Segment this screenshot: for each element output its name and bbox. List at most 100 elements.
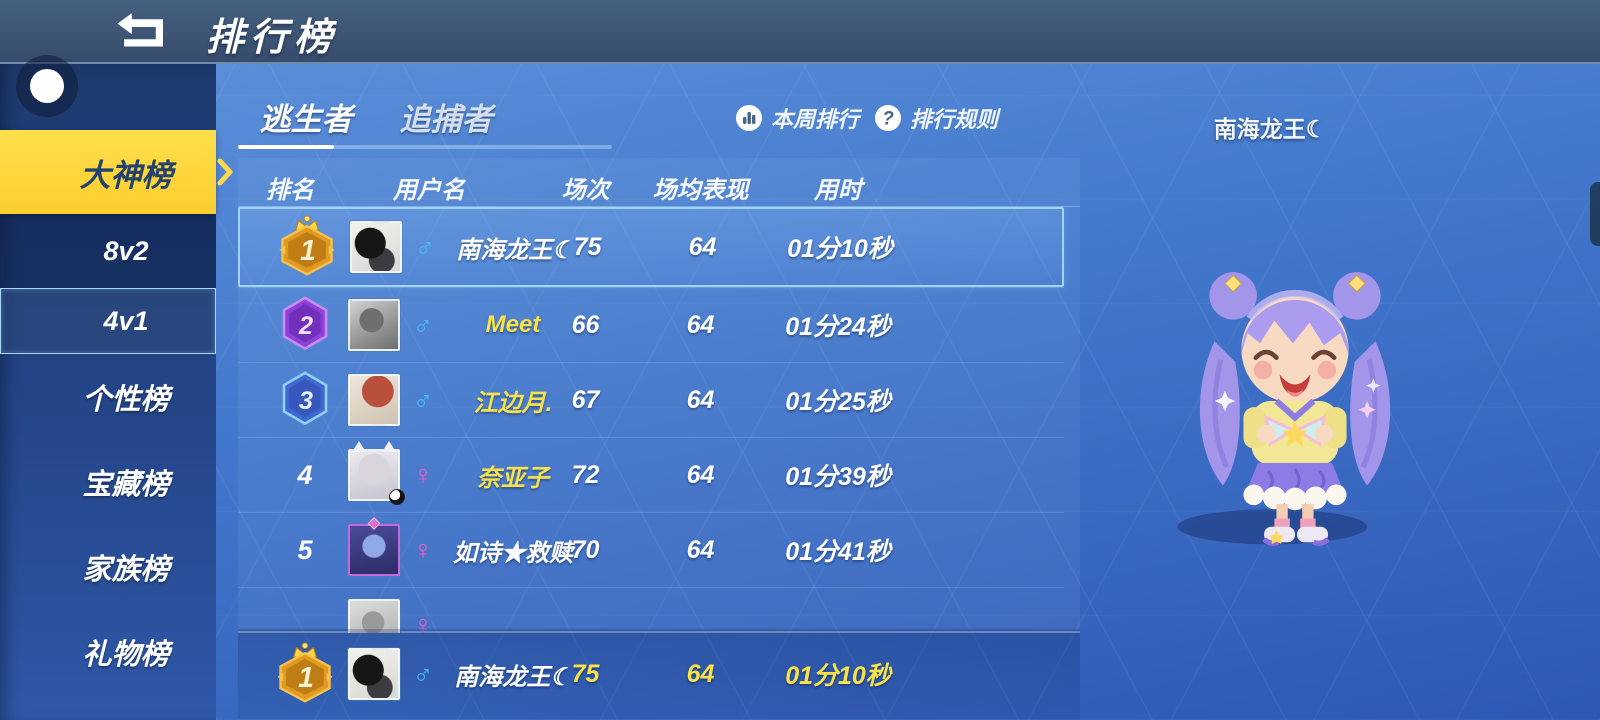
leaderboard-row[interactable]: 5 ♀ 如诗★救赎 70 64 01分41秒 [238, 512, 1064, 587]
weekly-ranking-label: 本周排行 [771, 107, 860, 132]
column-header-rank: 排名 [266, 177, 314, 204]
sidebar-item-label: 宝藏榜 [82, 468, 170, 501]
tab-active-underline [238, 145, 334, 149]
column-header-avg: 场均表现 [652, 177, 749, 204]
sidebar-item-label: 8v2 [103, 235, 149, 266]
svg-text:1: 1 [300, 234, 316, 266]
player-name: 南海龙王☾ [454, 663, 572, 691]
sidebar-item-baozang[interactable]: 宝藏榜 [0, 439, 216, 524]
sidebar-item-label: 家族榜 [82, 553, 170, 586]
player-name: 江边月. [473, 389, 553, 417]
leaderboard-row[interactable]: ♀ [238, 587, 1064, 633]
matches-value [548, 588, 623, 633]
column-header-matches: 场次 [561, 177, 610, 204]
avg-performance-value: 64 [686, 385, 715, 414]
avg-performance-value: 64 [686, 460, 715, 489]
tab-hunter[interactable]: 追捕者 [399, 102, 493, 137]
player-name: Meet [485, 311, 541, 338]
sidebar-item-gexing[interactable]: 个性榜 [0, 354, 216, 439]
sidebar-item-label: 4v1 [103, 305, 149, 336]
sidebar-item-label: 礼物榜 [82, 638, 170, 671]
content-area: 逃生者 追捕者 本周排行 ? 排行规则 [216, 64, 1600, 720]
weekly-ranking-button[interactable]: 本周排行 [735, 102, 859, 134]
pinned-player-row-content[interactable]: 1 ♂ 南海龙王☾ 75 64 01分10秒 [238, 629, 1080, 719]
sidebar-item-4v1[interactable]: 4v1 [0, 288, 216, 354]
leaderboard-panel: 排名 用户名 场次 场均表现 用时 1 ♂ 南海龙王☾ 75 64 01分10秒 2 ♂… [238, 158, 1080, 633]
page-title: 排行榜 [206, 17, 339, 59]
player-avatar[interactable] [348, 299, 400, 351]
leaderboard-row[interactable]: 2 ♂ Meet 66 64 01分24秒 [238, 287, 1064, 362]
column-header-time: 用时 [814, 177, 862, 204]
female-gender-icon: ♀ [412, 534, 434, 565]
male-gender-icon: ♂ [414, 231, 436, 262]
rank-cell: 1 [238, 629, 372, 719]
time-value: 01分10秒 [787, 235, 893, 263]
matches-value: 66 [571, 310, 600, 339]
female-gender-icon: ♀ [412, 459, 434, 490]
leaderboard-row[interactable]: 1 ♂ 南海龙王☾ 75 64 01分10秒 [238, 207, 1064, 287]
leaderboard-row[interactable]: 4 ♀ 奈亚子 72 64 01分39秒 [238, 437, 1064, 512]
player-avatar[interactable] [348, 517, 400, 576]
sidebar-item-jiazu[interactable]: 家族榜 [0, 524, 216, 609]
player-avatar[interactable] [348, 374, 400, 426]
matches-value: 75 [573, 232, 602, 261]
ranking-rules-label: 排行规则 [910, 107, 999, 132]
character-preview [1177, 272, 1391, 546]
active-tab-chevron-icon [217, 158, 234, 186]
matches-value: 72 [571, 460, 600, 489]
avg-performance-value [658, 588, 743, 633]
svg-text:3: 3 [299, 387, 313, 415]
rank-number: 4 [297, 459, 313, 490]
player-avatar[interactable] [350, 221, 402, 273]
leaderboard-rows[interactable]: 1 ♂ 南海龙王☾ 75 64 01分10秒 2 ♂ Meet 66 64 01分24秒 3 ♂… [238, 206, 1080, 633]
avg-performance-value: 64 [686, 659, 715, 688]
avg-performance-value: 64 [686, 310, 715, 339]
panda-charm-decoration [389, 489, 405, 505]
sidebar-item-label: 个性榜 [82, 383, 170, 416]
matches-value: 67 [571, 385, 600, 414]
rank-cell: 2 [238, 288, 372, 362]
male-gender-icon: ♂ [412, 658, 434, 689]
column-header-user: 用户名 [393, 177, 465, 204]
time-value [758, 588, 918, 633]
ranking-rules-button[interactable]: ? 排行规则 [874, 102, 998, 134]
rank-badge-gold: 1 [279, 215, 335, 276]
tab-survivor[interactable]: 逃生者 [259, 102, 353, 137]
rank-cell: 4 [238, 438, 372, 512]
pinned-player-row[interactable]: 1 ♂ 南海龙王☾ 75 64 01分10秒 [238, 629, 1080, 719]
player-name: 奈亚子 [477, 464, 549, 492]
tab-underline-track [238, 145, 612, 149]
sidebar: 大神榜 8v2 4v1 个性榜宝藏榜家族榜礼物榜 [0, 64, 233, 720]
player-avatar[interactable] [348, 441, 405, 505]
leaderboard-row[interactable]: 3 ♂ 江边月. 67 64 01分25秒 [238, 362, 1064, 437]
rank-cell: 3 [238, 363, 372, 437]
svg-text:2: 2 [298, 312, 313, 340]
back-button[interactable] [116, 12, 170, 52]
sidebar-item-8v2[interactable]: 8v2 [0, 214, 216, 288]
svg-text:1: 1 [298, 661, 314, 693]
rank-cell: 1 [240, 209, 374, 285]
cat-ear-decoration [382, 441, 396, 452]
avg-performance-value: 64 [688, 232, 717, 261]
sidebar-item-dashen[interactable]: 大神榜 [0, 130, 233, 214]
bar-chart-icon [735, 104, 763, 132]
male-gender-icon: ♂ [412, 309, 434, 340]
player-avatar[interactable] [348, 648, 400, 700]
time-value: 01分25秒 [785, 388, 891, 416]
avg-performance-value: 64 [686, 535, 715, 564]
sidebar-item-label: 大神榜 [79, 157, 173, 193]
player-avatar[interactable] [348, 599, 400, 633]
time-value: 01分41秒 [785, 538, 891, 566]
time-value: 01分24秒 [785, 313, 891, 341]
rank-badge-blue: 3 [282, 371, 328, 426]
screen-edge-handle[interactable] [1590, 182, 1600, 246]
camera-lens [30, 69, 64, 103]
rank-number: 5 [297, 534, 313, 565]
topbar: 排行榜 [0, 0, 1600, 64]
sidebar-item-liwu[interactable]: 礼物榜 [0, 609, 216, 694]
time-value: 01分39秒 [785, 463, 891, 491]
rank-cell: 5 [238, 513, 372, 587]
player-preview-name: 南海龙王☾ [1213, 116, 1327, 142]
female-gender-icon: ♀ [412, 609, 434, 634]
